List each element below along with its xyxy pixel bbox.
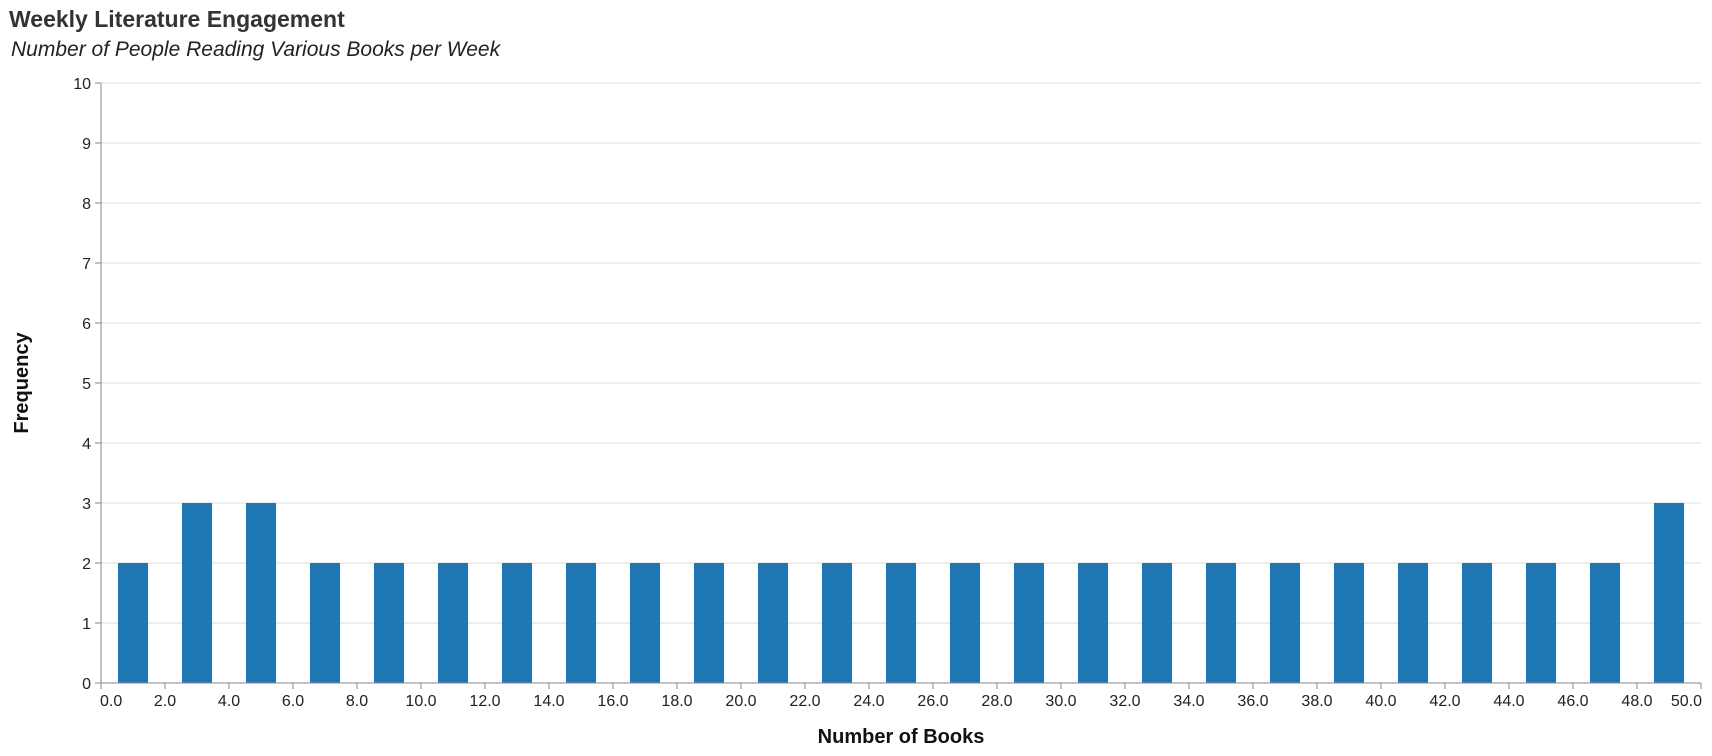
x-tick-label: 40.0 [1365,693,1396,710]
histogram-bar [117,563,149,683]
x-tick-label: 48.0 [1621,693,1652,710]
histogram-bar [693,563,725,683]
x-tick-label: 18.0 [661,693,692,710]
x-tick-label: 50.0 [1671,693,1702,710]
histogram-bar [437,563,469,683]
x-tick-label: 26.0 [917,693,948,710]
x-tick-label: 0.0 [100,693,122,710]
x-tick-label: 16.0 [597,693,628,710]
histogram-bar [1589,563,1621,683]
x-tick-label: 36.0 [1237,693,1268,710]
y-tick-label: 4 [82,436,91,453]
x-axis-title: Number of Books [818,726,985,748]
histogram-bar [1397,563,1429,683]
axes: 0 1 2 3 4 5 6 7 8 9 10 0.0 2.0 4.0 6.0 8.0 10.0 12.0 14.0 1… [73,76,1702,710]
y-tick-label: 6 [82,316,91,333]
y-axis-title: Frequency [11,332,33,434]
y-tick-label: 1 [82,616,91,633]
y-tick-label: 7 [82,256,91,273]
y-tick-label: 2 [82,556,91,573]
histogram-bar [373,563,405,683]
histogram-bar [757,563,789,683]
x-tick-label: 22.0 [789,693,820,710]
y-tick-label: 10 [73,76,91,93]
histogram-bar [565,563,597,683]
histogram-bar [885,563,917,683]
histogram-bar [629,563,661,683]
histogram-bar [181,503,213,683]
x-tick-label: 12.0 [469,693,500,710]
histogram-bar [1077,563,1109,683]
histogram-bar [1013,563,1045,683]
x-tick-label: 38.0 [1301,693,1332,710]
histogram-bar [1461,563,1493,683]
x-tick-label: 24.0 [853,693,884,710]
x-tick-label: 46.0 [1557,693,1588,710]
x-tick-label: 10.0 [405,693,436,710]
chart-title: Weekly Literature Engagement [9,6,345,32]
histogram-bar [245,503,277,683]
x-tick-label: 34.0 [1173,693,1204,710]
histogram-bar [949,563,981,683]
histogram-bar [309,563,341,683]
x-tick-label: 4.0 [218,693,240,710]
x-tick-label: 32.0 [1109,693,1140,710]
x-tick-label: 6.0 [282,693,304,710]
x-tick-label: 2.0 [154,693,176,710]
y-tick-label: 0 [82,676,91,693]
x-tick-label: 8.0 [346,693,368,710]
histogram-bar [1205,563,1237,683]
x-tick-label: 20.0 [725,693,756,710]
histogram-bar [1653,503,1685,683]
histogram-bar [1269,563,1301,683]
histogram-bar [501,563,533,683]
y-tick-label: 8 [82,196,91,213]
histogram-bar [1333,563,1365,683]
bars [117,503,1685,683]
x-tick-label: 30.0 [1045,693,1076,710]
histogram-bar [1141,563,1173,683]
y-tick-label: 5 [82,376,91,393]
histogram-bar [821,563,853,683]
x-tick-label: 14.0 [533,693,564,710]
x-tick-label: 28.0 [981,693,1012,710]
x-tick-label: 44.0 [1493,693,1524,710]
y-tick-label: 9 [82,136,91,153]
histogram-bar [1525,563,1557,683]
x-tick-label: 42.0 [1429,693,1460,710]
y-tick-label: 3 [82,496,91,513]
chart-subtitle: Number of People Reading Various Books p… [11,38,501,61]
